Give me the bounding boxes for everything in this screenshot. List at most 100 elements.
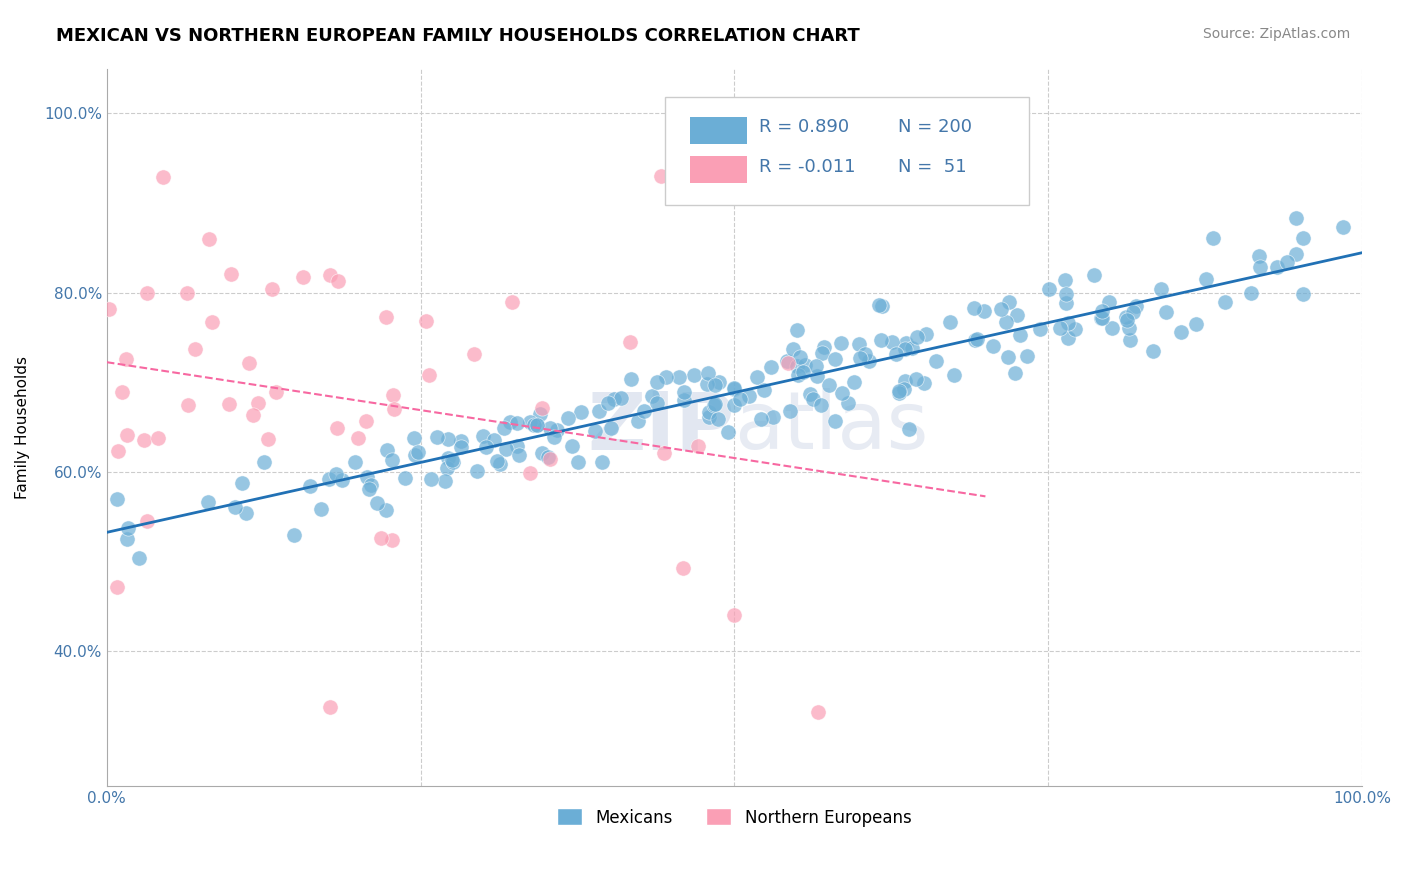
Point	[880, 335, 903, 350]
Point	[382, 401, 405, 416]
Point	[869, 333, 891, 347]
Point	[1292, 286, 1315, 301]
Point	[426, 430, 449, 444]
Y-axis label: Family Households: Family Households	[15, 356, 30, 499]
Point	[754, 383, 776, 397]
Point	[201, 315, 224, 329]
Point	[292, 269, 315, 284]
Point	[787, 368, 810, 382]
Point	[242, 409, 264, 423]
Point	[994, 314, 1017, 328]
Point	[148, 431, 170, 445]
Point	[501, 294, 523, 309]
Point	[990, 301, 1012, 316]
Point	[793, 358, 815, 372]
Point	[1265, 260, 1288, 275]
Point	[374, 310, 396, 325]
Point	[588, 404, 610, 418]
Point	[884, 347, 907, 361]
Point	[326, 274, 349, 288]
Point	[583, 424, 606, 438]
Point	[218, 397, 240, 411]
Point	[1247, 249, 1270, 263]
Point	[915, 326, 938, 341]
Point	[858, 353, 880, 368]
Point	[779, 403, 801, 417]
Point	[905, 372, 928, 386]
Point	[530, 401, 553, 415]
Point	[1008, 328, 1031, 343]
Point	[495, 442, 517, 457]
Point	[652, 446, 675, 460]
Point	[360, 477, 382, 491]
Point	[506, 439, 529, 453]
Point	[482, 434, 505, 448]
Point	[1057, 331, 1080, 345]
Point	[343, 455, 366, 469]
Point	[786, 359, 808, 373]
Point	[136, 514, 159, 528]
Point	[318, 472, 340, 486]
Point	[645, 396, 668, 410]
Point	[489, 457, 512, 471]
Point	[599, 421, 621, 435]
Point	[184, 342, 207, 356]
Point	[1249, 260, 1271, 275]
Point	[641, 390, 664, 404]
Point	[115, 428, 138, 442]
Point	[1115, 313, 1137, 327]
Point	[356, 470, 378, 484]
Point	[394, 471, 416, 485]
Point	[633, 404, 655, 418]
Point	[115, 352, 138, 367]
Point	[807, 705, 830, 719]
Point	[894, 374, 917, 388]
Point	[963, 334, 986, 348]
Point	[1005, 308, 1028, 322]
Point	[1142, 344, 1164, 359]
Point	[221, 267, 243, 281]
Point	[848, 337, 870, 351]
Point	[1184, 317, 1206, 331]
Point	[1083, 268, 1105, 282]
Point	[110, 384, 132, 399]
Point	[326, 421, 349, 435]
Point	[224, 500, 246, 514]
Point	[107, 443, 129, 458]
Point	[1015, 349, 1038, 363]
Point	[1150, 282, 1173, 296]
Point	[842, 376, 865, 390]
Point	[973, 303, 995, 318]
Point	[912, 376, 935, 390]
Point	[1125, 299, 1147, 313]
Point	[115, 532, 138, 546]
Point	[668, 369, 690, 384]
Point	[450, 434, 472, 449]
Point	[849, 351, 872, 365]
Point	[1275, 255, 1298, 269]
Point	[723, 381, 745, 395]
Point	[318, 268, 340, 283]
Point	[526, 418, 548, 433]
Point	[598, 396, 620, 410]
Point	[298, 479, 321, 493]
Point	[776, 354, 799, 368]
Point	[538, 421, 561, 435]
Point	[1098, 294, 1121, 309]
Point	[569, 405, 592, 419]
Point	[1195, 272, 1218, 286]
Point	[799, 386, 821, 401]
Point	[1063, 322, 1085, 336]
Point	[792, 365, 814, 379]
Point	[1054, 273, 1077, 287]
Point	[870, 299, 893, 313]
Text: Source: ZipAtlas.com: Source: ZipAtlas.com	[1202, 27, 1350, 41]
Point	[264, 384, 287, 399]
Point	[1292, 231, 1315, 245]
Point	[420, 472, 443, 486]
Point	[231, 475, 253, 490]
Point	[925, 354, 948, 368]
Point	[561, 440, 583, 454]
Point	[1057, 316, 1080, 330]
Point	[136, 286, 159, 301]
